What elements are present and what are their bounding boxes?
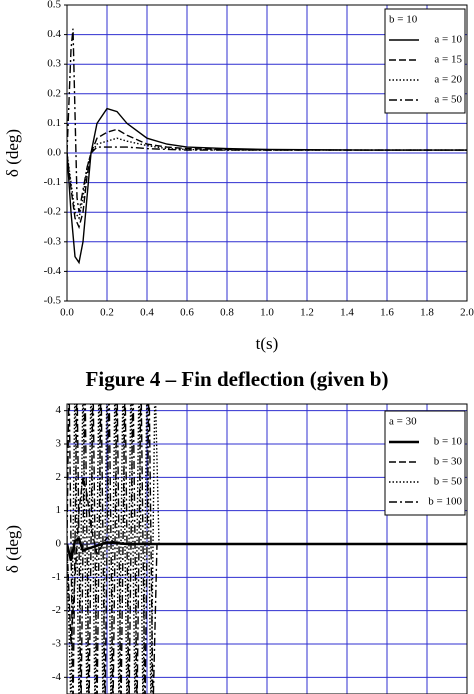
legend-box — [384, 8, 466, 114]
x-tick-label: 1.2 — [300, 307, 314, 319]
x-tick-label: 0.0 — [60, 307, 74, 319]
x-tick-label: 0.4 — [140, 307, 154, 319]
x-tick-label: 1.0 — [260, 307, 274, 319]
y-axis-label: δ (deg) — [3, 525, 22, 573]
series-line — [67, 28, 467, 213]
legend-label: b = 10 — [434, 436, 463, 448]
x-tick-label: 0.2 — [100, 307, 114, 319]
legend-label: a = 20 — [434, 74, 462, 86]
y-axis-label: δ (deg) — [3, 129, 22, 177]
legend-label: b = 50 — [434, 476, 463, 488]
plot-area — [67, 404, 467, 694]
legend-label: a = 15 — [434, 54, 462, 66]
y-tick-label: 0.3 — [47, 58, 61, 70]
caption: Figure 4 – Fin deflection (given b) — [86, 367, 389, 391]
legend-box — [384, 410, 466, 516]
y-tick-label: 0.5 — [47, 0, 61, 11]
x-tick-label: 0.8 — [220, 307, 234, 319]
y-tick-label: 0.4 — [47, 28, 61, 40]
y-tick-label: 0.1 — [47, 117, 61, 129]
legend-title: a = 30 — [389, 416, 417, 428]
y-tick-label: -0.2 — [44, 206, 61, 218]
legend-label: a = 50 — [434, 94, 462, 106]
legend-label: b = 100 — [428, 496, 462, 508]
legend-label: a = 10 — [434, 34, 462, 46]
y-tick-label: 0 — [56, 538, 62, 550]
y-tick-label: 1 — [56, 504, 62, 516]
x-tick-label: 1.8 — [420, 307, 434, 319]
y-tick-label: -0.3 — [44, 235, 62, 247]
x-tick-label: 1.6 — [380, 307, 394, 319]
y-tick-label: 0.2 — [47, 87, 61, 99]
y-tick-label: 2 — [56, 471, 62, 483]
y-tick-label: -0.5 — [44, 295, 62, 307]
y-tick-label: -3 — [52, 638, 62, 650]
y-tick-label: -1 — [52, 571, 61, 583]
y-tick-label: -2 — [52, 604, 61, 616]
series-line — [67, 477, 467, 645]
series-line — [67, 107, 467, 265]
legend-title: b = 10 — [389, 14, 418, 26]
y-tick-label: 4 — [56, 404, 62, 416]
y-tick-label: -0.4 — [44, 265, 62, 277]
y-tick-label: -0.1 — [44, 176, 61, 188]
plot-area — [67, 28, 467, 265]
y-tick-label: 0.0 — [47, 147, 61, 159]
y-tick-label: 3 — [56, 438, 62, 450]
y-tick-label: -4 — [52, 671, 62, 683]
x-tick-label: 2.0 — [460, 307, 474, 319]
x-tick-label: 1.4 — [340, 307, 354, 319]
legend-label: b = 30 — [434, 456, 463, 468]
x-tick-label: 0.6 — [180, 307, 194, 319]
x-axis-label: t(s) — [256, 334, 279, 353]
series-line — [67, 128, 467, 230]
